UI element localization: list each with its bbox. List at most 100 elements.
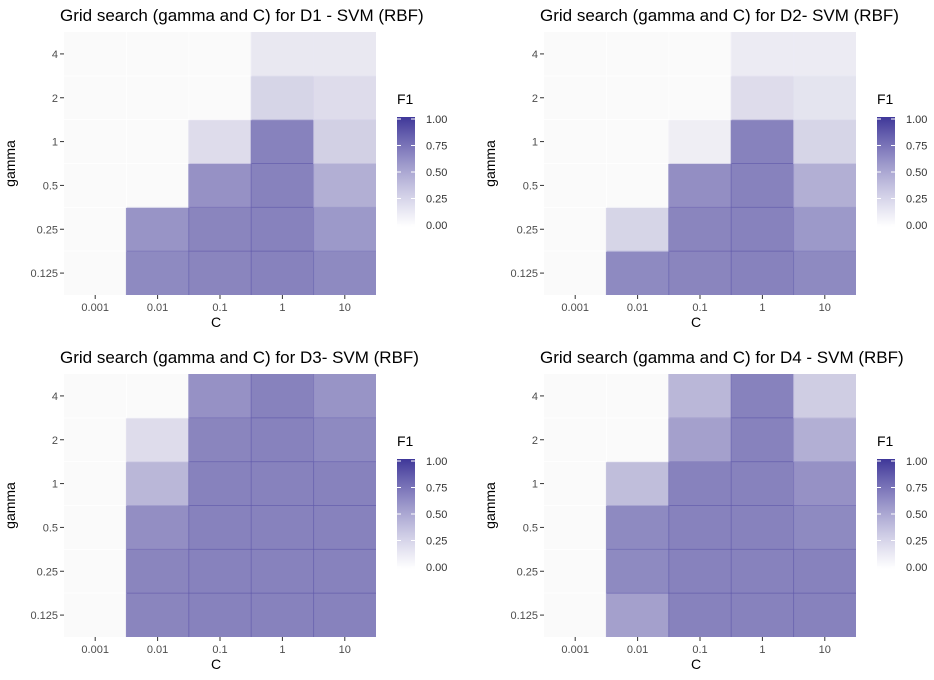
- heatmap-cell: [730, 119, 795, 164]
- x-tick-label: 10: [819, 644, 831, 656]
- heatmap-cell: [313, 163, 376, 208]
- heatmap-cell: [544, 592, 607, 637]
- heatmap-cell: [668, 417, 732, 463]
- legend-tick-label: 0.25: [426, 536, 447, 548]
- heatmap-panel-d1: Grid search (gamma and C) for D1 - SVM (…: [0, 0, 450, 338]
- y-tick-label: 1: [532, 137, 538, 149]
- heatmap-cell: [313, 119, 376, 164]
- heatmap-cell: [605, 592, 670, 637]
- legend-tick-label: 0.25: [906, 194, 927, 206]
- y-tick-label: 0.25: [517, 566, 538, 578]
- heatmap-cell: [250, 206, 315, 252]
- heatmap-cell: [188, 206, 252, 252]
- legend-tick-label: 1.00: [906, 114, 927, 126]
- x-tick-label: 10: [339, 644, 351, 656]
- heatmap-cell: [668, 250, 732, 295]
- legend-tick-label: 1.00: [426, 114, 447, 126]
- heatmap-cell: [605, 505, 670, 550]
- heatmap-cell: [730, 461, 795, 506]
- heatmap-cell: [544, 206, 607, 252]
- heatmap-cell: [605, 75, 670, 121]
- x-tick-label: 0.001: [561, 302, 589, 314]
- y-tick-label: 2: [532, 435, 538, 447]
- heatmap-cell: [793, 206, 856, 252]
- heatmap-cell: [125, 32, 190, 77]
- legend-colorbar: [397, 117, 415, 227]
- heatmap-cell: [250, 32, 315, 77]
- x-tick-label: 1: [759, 644, 765, 656]
- heatmap-cell: [64, 505, 127, 550]
- legend-tick-label: 0.00: [426, 562, 447, 574]
- heatmap-cell: [64, 250, 127, 295]
- y-tick-label: 1: [52, 479, 58, 491]
- y-tick-label: 0.5: [43, 180, 58, 192]
- heatmap-cell: [125, 592, 190, 637]
- y-tick-label: 0.25: [517, 224, 538, 236]
- heatmap-cell: [793, 250, 856, 295]
- y-tick-label: 2: [52, 93, 58, 105]
- legend-tick-label: 0.75: [906, 483, 927, 495]
- heatmap-cell: [250, 250, 315, 295]
- heatmap-cell: [64, 32, 127, 77]
- y-axis-title: gamma: [2, 482, 18, 529]
- legend-colorbar: [877, 117, 895, 227]
- heatmap-cell: [605, 417, 670, 463]
- heatmap-cell: [605, 206, 670, 252]
- legend-tick-label: 0.00: [426, 220, 447, 232]
- heatmap-cell: [250, 461, 315, 506]
- y-axis-title: gamma: [2, 140, 18, 187]
- heatmap-cell: [313, 206, 376, 252]
- legend-tick-label: 1.00: [906, 456, 927, 468]
- legend-tick-label: 0.50: [906, 509, 927, 521]
- heatmap-cell: [64, 75, 127, 121]
- heatmap-cell: [125, 75, 190, 121]
- heatmap-cell: [793, 548, 856, 594]
- legend-title: F1: [397, 91, 414, 107]
- x-tick-label: 0.001: [81, 302, 109, 314]
- heatmap-cell: [730, 32, 795, 77]
- heatmap-cell: [668, 75, 732, 121]
- heatmap-cell: [125, 119, 190, 164]
- heatmap-cell: [544, 417, 607, 463]
- heatmap-cell: [125, 374, 190, 419]
- heatmap-cell: [605, 374, 670, 419]
- legend-colorbar: [397, 459, 415, 569]
- heatmap-cell: [125, 461, 190, 506]
- heatmap-cell: [313, 417, 376, 463]
- heatmap-cell: [188, 548, 252, 594]
- legend-tick-label: 0.00: [906, 220, 927, 232]
- heatmap-cell: [188, 592, 252, 637]
- x-tick-label: 0.01: [147, 302, 168, 314]
- heatmap-cell: [64, 163, 127, 208]
- heatmap-cell: [313, 32, 376, 77]
- y-tick-label: 0.125: [510, 610, 538, 622]
- heatmap-cell: [793, 374, 856, 419]
- heatmap-cell: [544, 32, 607, 77]
- heatmap-svg: Grid search (gamma and C) for D4 - SVM (…: [482, 348, 927, 672]
- heatmap-cell: [188, 250, 252, 295]
- heatmap-cells: [544, 374, 856, 637]
- heatmap-cell: [188, 417, 252, 463]
- heatmap-cell: [793, 119, 856, 164]
- heatmap-cell: [250, 505, 315, 550]
- heatmap-cell: [793, 461, 856, 506]
- legend-tick-label: 0.75: [426, 483, 447, 495]
- chart-title: Grid search (gamma and C) for D4 - SVM (…: [540, 348, 904, 367]
- x-tick-label: 0.001: [561, 644, 589, 656]
- x-axis-title: C: [211, 314, 221, 330]
- heatmap-cell: [605, 163, 670, 208]
- heatmap-cell: [730, 163, 795, 208]
- heatmap-cell: [668, 119, 732, 164]
- heatmap-cell: [793, 75, 856, 121]
- heatmap-cell: [125, 163, 190, 208]
- x-tick-label: 0.1: [212, 302, 227, 314]
- heatmap-cell: [64, 548, 127, 594]
- heatmap-cell: [605, 250, 670, 295]
- heatmap-cell: [313, 505, 376, 550]
- heatmap-cell: [730, 250, 795, 295]
- heatmap-cell: [250, 548, 315, 594]
- heatmap-cell: [125, 548, 190, 594]
- heatmap-svg: Grid search (gamma and C) for D2- SVM (R…: [482, 6, 927, 330]
- heatmap-cell: [668, 548, 732, 594]
- y-tick-label: 0.5: [523, 180, 538, 192]
